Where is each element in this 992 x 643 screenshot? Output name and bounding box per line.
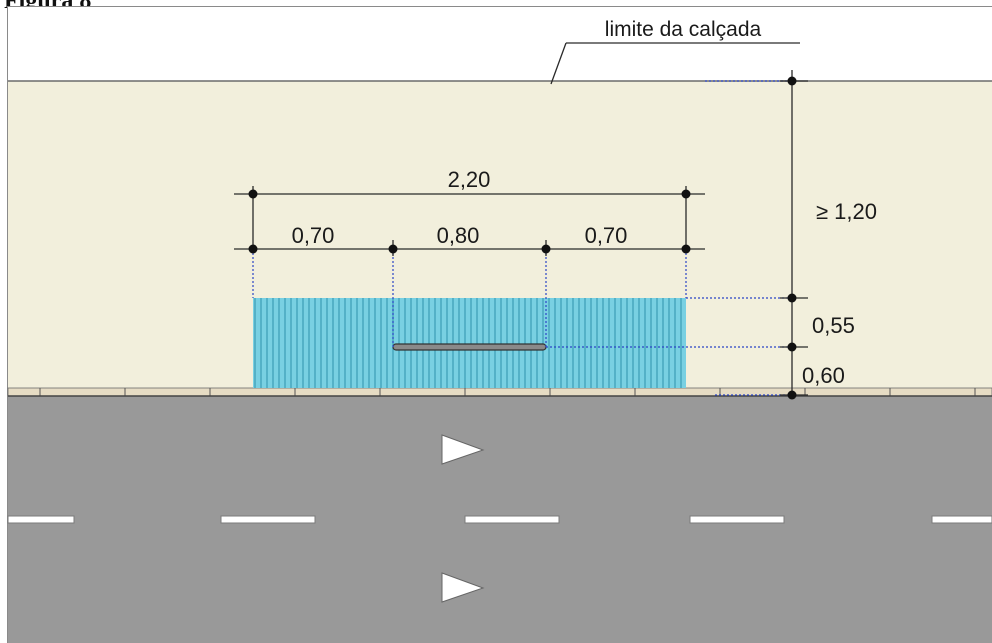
guide-lines <box>252 80 792 396</box>
tactile-warning-band <box>253 298 686 388</box>
left-segment-label: 0,70 <box>292 223 335 248</box>
total-width-label: 2,20 <box>448 167 491 192</box>
curb-strip <box>7 387 992 397</box>
horizontal-dimensions <box>234 186 705 256</box>
vertical-dimensions <box>780 70 808 400</box>
lane-markings <box>7 515 992 524</box>
curb-offset-label: 0,60 <box>802 363 845 388</box>
right-segment-label: 0,70 <box>585 223 628 248</box>
direction-arrow-icon <box>441 434 485 465</box>
min-sidewalk-depth-label: ≥ 1,20 <box>816 199 877 224</box>
sidewalk-limit-leader <box>550 42 800 85</box>
sidewalk-limit-label: limite da calçada <box>605 18 762 41</box>
direction-arrow-icon <box>441 572 485 603</box>
obstacle-bar <box>392 343 547 351</box>
curb-tick-marks <box>39 388 976 396</box>
center-segment-label: 0,80 <box>437 223 480 248</box>
band-depth-label: 0,55 <box>812 313 855 338</box>
